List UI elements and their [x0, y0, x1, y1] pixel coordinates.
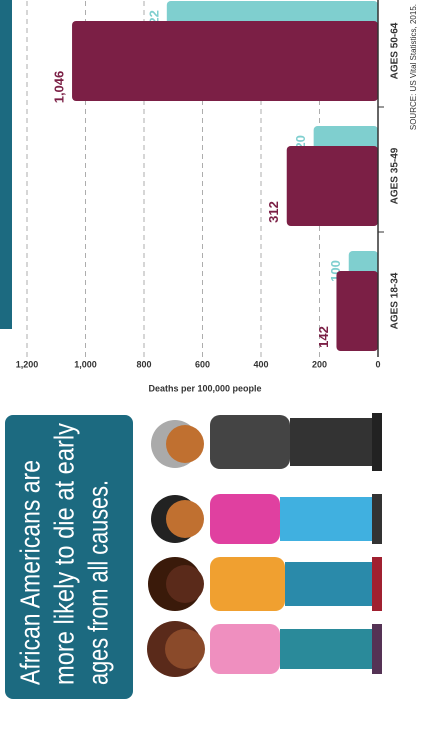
y-tick-label: 800: [136, 359, 151, 369]
y-tick-label: 400: [253, 359, 268, 369]
source: SOURCE: US Vital Statistics, 2015.: [409, 4, 418, 130]
x-tick-label: AGES 18-34: [390, 272, 401, 329]
y-tick-label: 1,200: [16, 359, 39, 369]
y-tick-label: 200: [312, 359, 327, 369]
y-axis-title: Deaths per 100,000 people: [148, 383, 261, 393]
illustration: [147, 413, 382, 677]
value-label: 142: [316, 326, 331, 348]
title-line: African Americans are: [14, 460, 45, 685]
x-tick-label: AGES 50-64: [390, 22, 401, 79]
bar: [286, 146, 378, 226]
title-line: ages from all causes.: [82, 480, 113, 685]
bar: [336, 271, 378, 351]
bar: [72, 21, 378, 101]
y-tick-label: 0: [375, 359, 380, 369]
top-band: [0, 0, 12, 329]
value-label: 1,046: [51, 71, 66, 104]
y-tick-label: 1,000: [74, 359, 97, 369]
x-tick-label: AGES 35-49: [390, 147, 401, 204]
title-box: [5, 415, 133, 699]
value-label: 312: [266, 201, 281, 223]
y-tick-label: 600: [195, 359, 210, 369]
title-line: more likely to die at early: [48, 423, 79, 685]
